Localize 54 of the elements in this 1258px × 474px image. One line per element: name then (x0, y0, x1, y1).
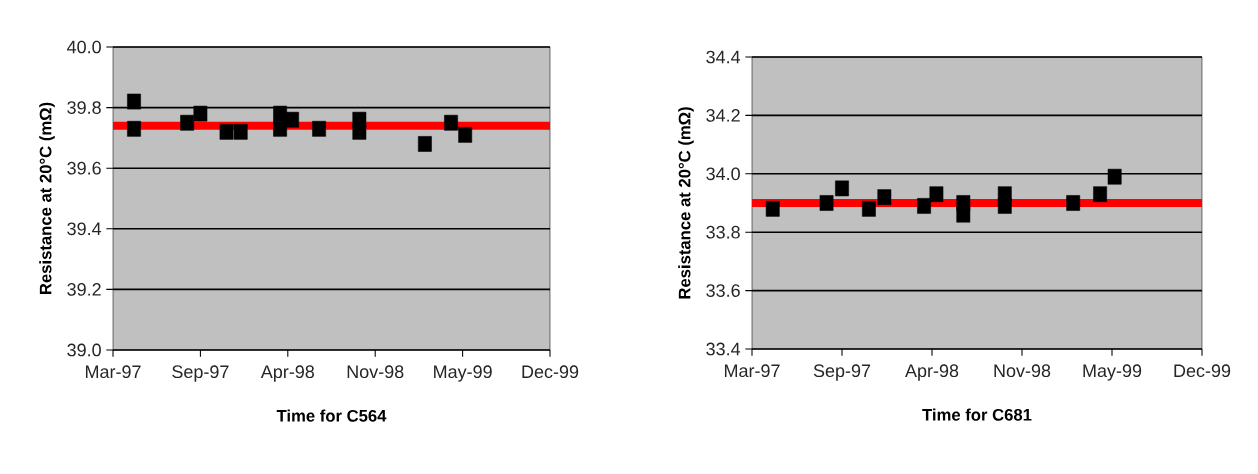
y-tick-label: 39.0 (67, 343, 101, 357)
y-tick-label: 39.8 (67, 101, 101, 114)
point (127, 120, 141, 137)
y-axis-title: Resistance at 20°C (mΩ) (678, 107, 694, 299)
y-tick-label: 34.2 (706, 109, 740, 122)
point (312, 120, 326, 137)
x-tick-label: Nov-98 (994, 364, 1051, 378)
x-tick-label: Mar-97 (724, 364, 780, 378)
x-axis-title: Time for C564 (276, 409, 387, 422)
x-axis-title: Time for C681 (922, 408, 1032, 421)
x-tick-label: Sep-97 (813, 364, 871, 381)
y-tick-label: 34.0 (706, 167, 740, 181)
y-tick-label: 39.6 (67, 161, 101, 175)
x-tick-label: May-99 (434, 365, 492, 382)
point (765, 201, 780, 217)
x-tick-label: Dec-99 (1174, 364, 1231, 378)
point (193, 105, 208, 122)
point (180, 114, 195, 131)
point (418, 136, 432, 152)
y-tick-label: 33.4 (706, 342, 741, 356)
point (273, 105, 287, 122)
point (877, 189, 892, 205)
point (1093, 186, 1107, 203)
x-tick-label: Nov-98 (347, 365, 404, 379)
point (285, 111, 299, 128)
y-tick-label: 39.4 (67, 222, 102, 236)
x-tick-label: Apr-98 (260, 365, 315, 382)
point (352, 124, 367, 140)
point (233, 124, 248, 140)
point (956, 206, 971, 223)
point (273, 120, 287, 137)
point (1066, 195, 1081, 211)
y-tick-label: 34.4 (706, 50, 741, 64)
x-tick-label: Mar-97 (85, 365, 141, 379)
x-tick-label: May-99 (1083, 364, 1142, 381)
point (219, 124, 234, 140)
y-axis-title: Resistance at 20°C (mΩ) (39, 102, 55, 295)
y-tick-label: 33.8 (706, 225, 740, 239)
y-tick-label: 33.6 (706, 284, 740, 297)
point (917, 198, 931, 214)
point (458, 127, 473, 143)
x-tick-label: Apr-98 (905, 364, 959, 381)
point (1107, 168, 1122, 185)
point (997, 198, 1012, 214)
point (862, 201, 876, 217)
point (444, 114, 458, 131)
point (819, 195, 834, 211)
y-tick-label: 40.0 (67, 40, 101, 54)
x-tick-label: Dec-99 (522, 365, 579, 379)
point (835, 180, 849, 197)
y-tick-label: 39.2 (67, 283, 101, 296)
point (929, 186, 944, 203)
x-tick-label: Sep-97 (172, 365, 229, 382)
point (127, 93, 141, 110)
